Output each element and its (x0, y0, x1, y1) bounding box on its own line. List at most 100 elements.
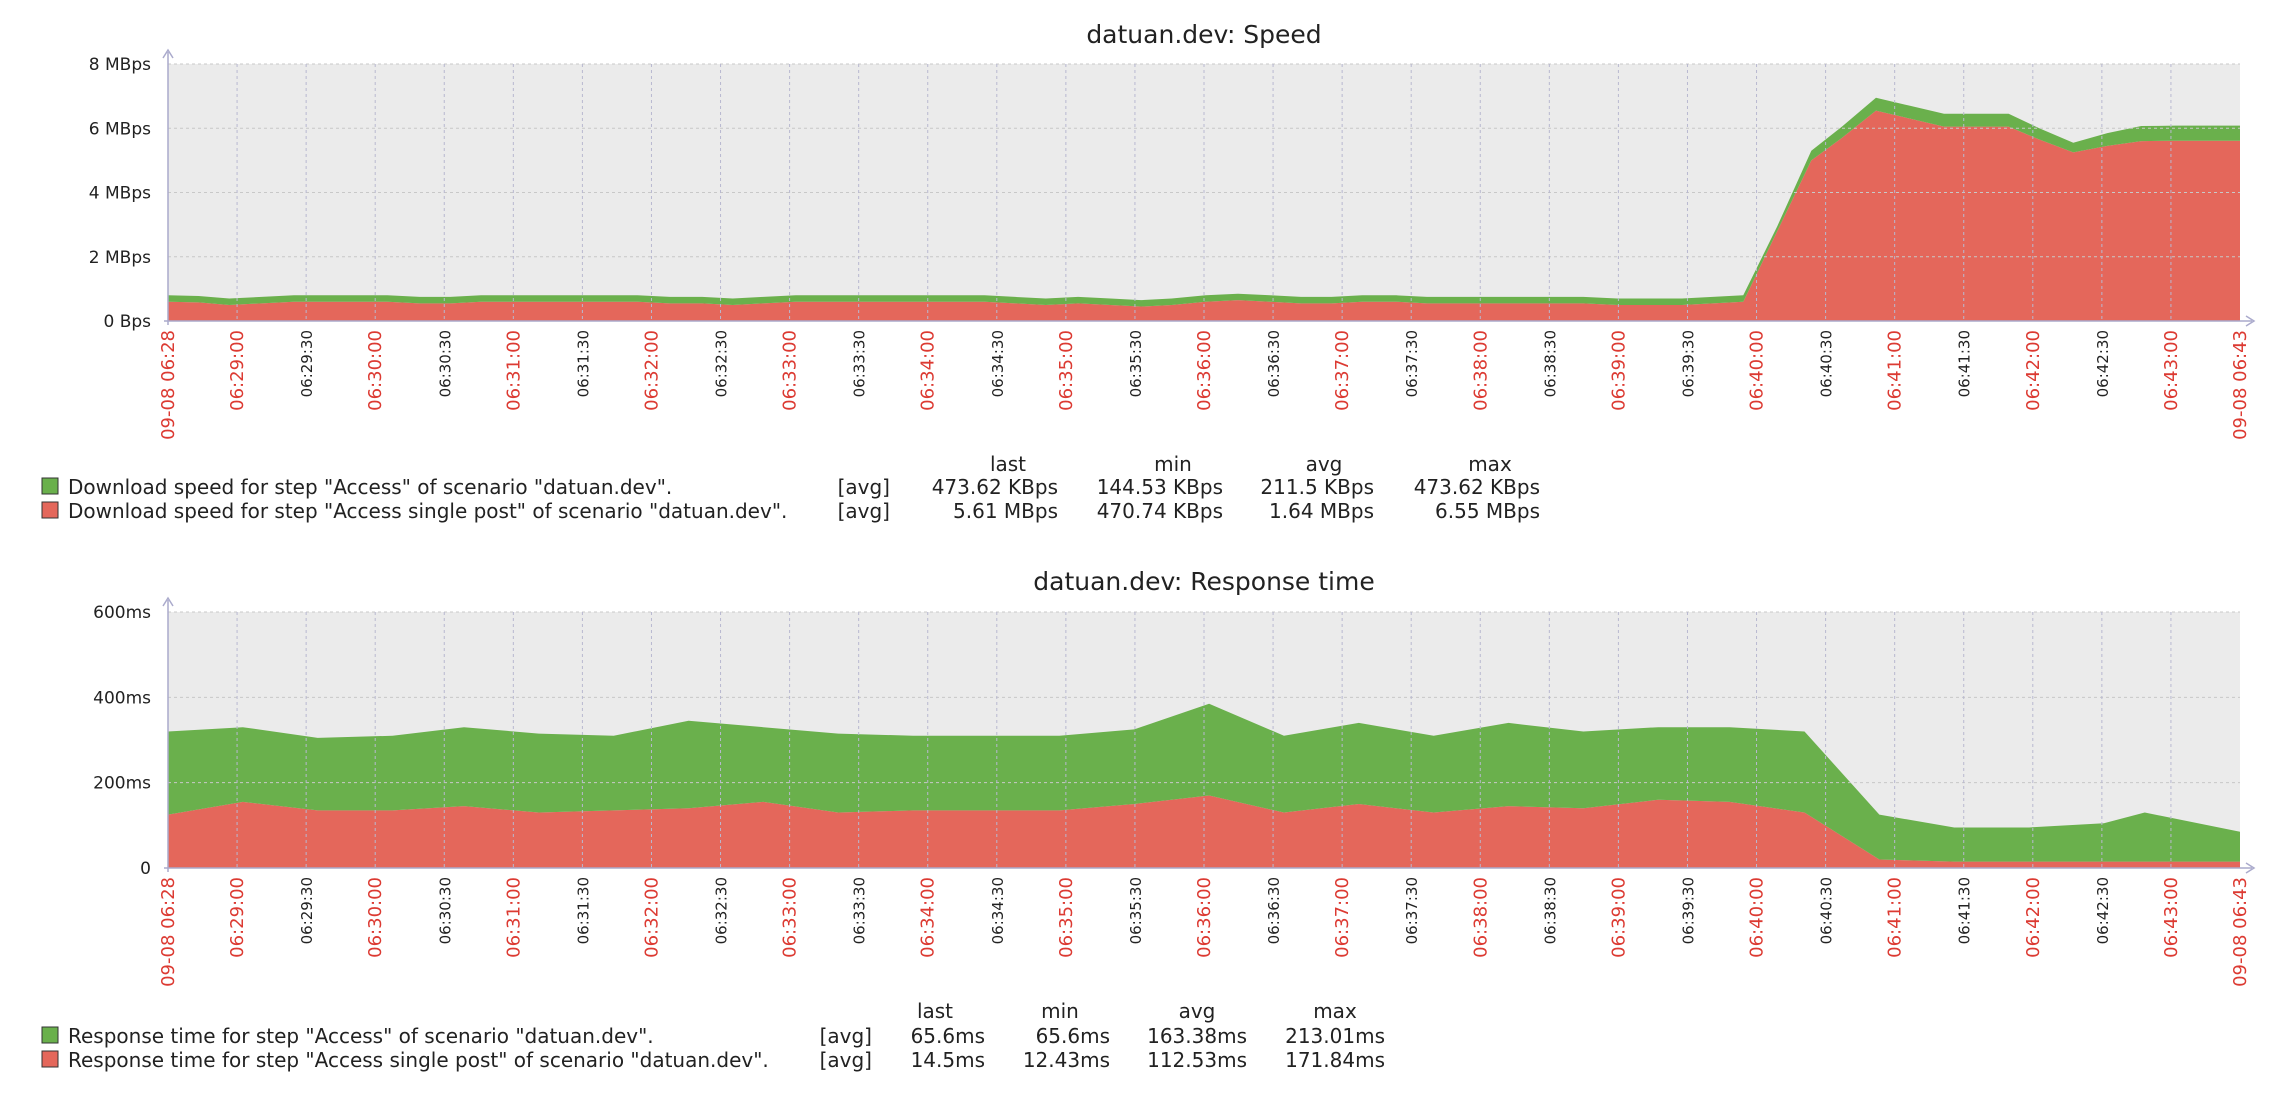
x-tick-label: 06:31:30 (574, 330, 592, 397)
y-tick-label: 600ms (93, 603, 151, 623)
legend-value-min: 144.53 KBps (1097, 475, 1223, 499)
legend-value-last: 473.62 KBps (932, 475, 1058, 499)
x-tick-label: 06:34:00 (918, 877, 939, 958)
legend-func: [avg] (838, 475, 890, 499)
x-tick-label: 06:38:00 (1470, 330, 1491, 411)
chart-1: datuan.dev: Speed 0 Bps 2 MBps 4 MBps 6 MBps… (41, 20, 2256, 523)
legend-swatch (41, 1050, 59, 1068)
x-tick-label: 06:40:30 (1818, 877, 1836, 944)
x-tick-label: 06:33:30 (851, 330, 869, 397)
x-tick-label: 06:35:30 (1127, 330, 1145, 397)
x-tick-label: 06:36:00 (1194, 330, 1215, 411)
x-tick-label: 06:39:30 (1679, 330, 1697, 397)
legend-header-min: min (1041, 999, 1079, 1023)
legend-swatch (41, 1026, 59, 1044)
x-tick-label: 06:36:00 (1194, 877, 1215, 958)
legend-value-avg: 211.5 KBps (1260, 475, 1374, 499)
y-tick-label: 6 MBps (89, 119, 151, 139)
x-tick-label: 06:29:30 (298, 330, 316, 397)
legend-series-name: Download speed for step "Access single p… (68, 499, 787, 523)
legend-func: [avg] (820, 1048, 872, 1072)
y-tick-label: 2 MBps (89, 248, 151, 268)
legend-header-last: last (917, 999, 953, 1023)
x-tick-label: 06:40:00 (1747, 330, 1768, 411)
chart-2: datuan.dev: Response time 0 200ms 400ms 600m… (41, 567, 2256, 1072)
x-tick-label: 06:31:00 (503, 877, 524, 958)
x-tick-label: 06:37:30 (1403, 330, 1421, 397)
x-axis-arrow (2245, 862, 2256, 874)
x-tick-label: 06:36:30 (1265, 330, 1283, 397)
x-tick-label: 06:34:00 (918, 330, 939, 411)
legend-value-avg: 1.64 MBps (1269, 499, 1374, 523)
x-tick-label: 06:39:00 (1608, 877, 1629, 958)
x-tick-label: 06:37:00 (1332, 330, 1353, 411)
x-tick-label: 06:33:00 (780, 330, 801, 411)
x-tick-label: 06:35:30 (1127, 877, 1145, 944)
x-tick-label: 06:41:00 (1885, 330, 1906, 411)
x-tick-label: 06:32:30 (713, 877, 731, 944)
x-tick-label: 06:30:00 (365, 330, 386, 411)
x-tick-label: 06:41:30 (1956, 330, 1974, 397)
legend: last min avg max Response time for step "Acc… (41, 999, 1385, 1072)
y-tick-label: 0 Bps (103, 312, 151, 332)
legend-value-avg: 163.38ms (1147, 1024, 1247, 1048)
y-tick-label: 4 MBps (89, 184, 151, 204)
x-tick-label: 06:32:30 (713, 330, 731, 397)
x-tick-label: 06:29:30 (298, 877, 316, 944)
legend-header-max: max (1468, 452, 1512, 476)
x-tick-label: 09-08 06:28 (158, 330, 179, 440)
x-tick-label: 06:37:30 (1403, 877, 1421, 944)
legend-value-min: 12.43ms (1023, 1048, 1110, 1072)
legend-func: [avg] (838, 499, 890, 523)
x-tick-label: 06:41:00 (1885, 877, 1906, 958)
y-tick-label: 400ms (93, 688, 151, 708)
legend-header-min: min (1154, 452, 1192, 476)
y-axis-arrow (162, 596, 174, 607)
legend-header-avg: avg (1306, 452, 1343, 476)
y-tick-label: 8 MBps (89, 55, 151, 75)
legend-value-avg: 112.53ms (1147, 1048, 1247, 1072)
legend-swatch (41, 477, 59, 495)
chart-title: datuan.dev: Speed (1086, 20, 1321, 49)
x-tick-label: 06:33:00 (780, 877, 801, 958)
x-tick-label: 06:33:30 (851, 877, 869, 944)
legend-series-name: Response time for step "Access" of scena… (68, 1024, 654, 1048)
x-tick-label: 06:38:00 (1470, 877, 1491, 958)
legend-value-max: 213.01ms (1285, 1024, 1385, 1048)
x-tick-label: 06:39:30 (1679, 877, 1697, 944)
x-tick-label: 06:37:00 (1332, 877, 1353, 958)
x-tick-label: 06:42:30 (2094, 330, 2112, 397)
legend-series-name: Response time for step "Access single po… (68, 1048, 769, 1072)
x-tick-label: 06:39:00 (1608, 330, 1629, 411)
legend-value-last: 65.6ms (911, 1024, 985, 1048)
legend-value-min: 65.6ms (1036, 1024, 1110, 1048)
legend-value-last: 5.61 MBps (953, 499, 1058, 523)
y-axis-arrow (162, 48, 174, 59)
x-tick-label: 06:35:00 (1056, 877, 1077, 958)
x-tick-label: 06:38:30 (1541, 330, 1559, 397)
x-tick-label: 06:30:00 (365, 877, 386, 958)
x-tick-label: 06:30:30 (436, 330, 454, 397)
legend-value-max: 6.55 MBps (1435, 499, 1540, 523)
legend-value-max: 171.84ms (1285, 1048, 1385, 1072)
x-tick-label: 06:38:30 (1541, 877, 1559, 944)
x-tick-label: 06:42:30 (2094, 877, 2112, 944)
area-series-1 (168, 795, 2240, 868)
chart-title: datuan.dev: Response time (1033, 567, 1375, 596)
x-tick-label: 06:42:00 (2023, 330, 2044, 411)
x-tick-label: 06:40:00 (1747, 877, 1768, 958)
legend-series-name: Download speed for step "Access" of scen… (68, 475, 672, 499)
legend-header-last: last (990, 452, 1026, 476)
legend-swatch (41, 501, 59, 519)
legend-func: [avg] (820, 1024, 872, 1048)
x-tick-label: 09-08 06:28 (158, 877, 179, 987)
x-tick-label: 06:32:00 (641, 877, 662, 958)
x-tick-label: 06:35:00 (1056, 330, 1077, 411)
x-tick-label: 06:42:00 (2023, 877, 2044, 958)
legend-value-last: 14.5ms (911, 1048, 985, 1072)
x-tick-label: 06:43:00 (2161, 877, 2182, 958)
x-tick-label: 06:31:30 (574, 877, 592, 944)
y-tick-label: 0 (140, 859, 151, 879)
legend-value-max: 473.62 KBps (1414, 475, 1540, 499)
